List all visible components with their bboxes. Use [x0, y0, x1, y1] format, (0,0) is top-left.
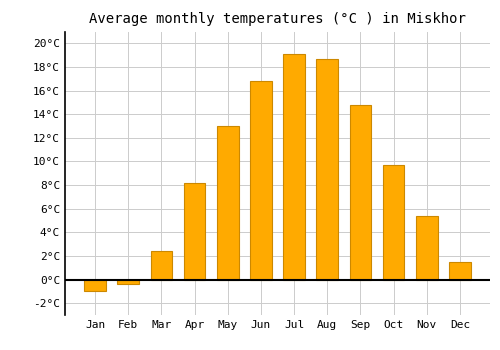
- Bar: [316, 59, 338, 280]
- Bar: [118, 280, 139, 284]
- Title: Average monthly temperatures (°C ) in Miskhor: Average monthly temperatures (°C ) in Mi…: [89, 12, 466, 26]
- Bar: [383, 165, 404, 280]
- Bar: [250, 81, 272, 280]
- Bar: [84, 280, 106, 291]
- Bar: [284, 54, 305, 280]
- Bar: [217, 126, 238, 280]
- Bar: [449, 262, 470, 280]
- Bar: [150, 251, 172, 280]
- Bar: [184, 183, 206, 280]
- Bar: [350, 105, 371, 280]
- Bar: [416, 216, 438, 280]
